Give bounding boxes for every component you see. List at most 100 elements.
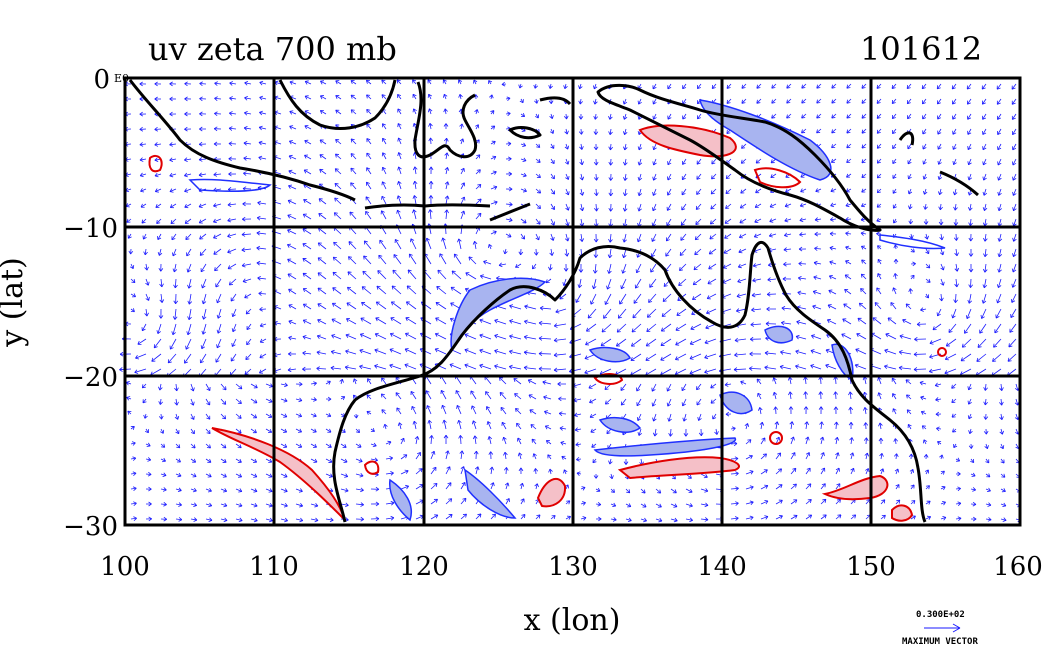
wind-vector [983,173,987,181]
wind-vector-head [981,100,986,105]
wind-vector [925,293,929,299]
wind-vector [922,98,927,105]
wind-vector-head [427,93,432,98]
wind-vector-head [405,332,410,337]
wind-vector [414,166,417,175]
wind-vector-head [632,314,637,319]
wind-vector-head [158,401,163,405]
wind-vector [545,425,552,430]
wind-vector [711,158,717,165]
wind-vector-head [622,115,628,120]
wind-vector [243,172,252,175]
wind-vector-head [283,413,288,418]
wind-vector [610,518,617,521]
wind-vector [607,278,612,290]
x-tick-label: 130 [548,552,598,582]
wind-vector-head [539,305,544,311]
wind-vector [799,218,807,221]
wind-vector-head [939,236,944,241]
wind-vector [676,308,687,316]
wind-vector-head [256,215,261,221]
wind-vector-head [435,317,440,322]
wind-vector-head [941,486,946,491]
wind-vector [295,398,303,401]
wind-vector-head [737,278,742,284]
wind-vector-head [375,501,380,507]
wind-vector-head [579,176,585,181]
wind-vector-head [576,471,581,476]
wind-vector-head [367,378,371,383]
wind-vector-head [651,207,657,212]
wind-vector-head [795,364,799,369]
wind-vector [241,248,252,251]
wind-vector [647,308,657,318]
wind-vector-head [711,84,716,89]
wind-vector [160,413,162,420]
wind-vector-head [544,410,548,415]
wind-vector-head [508,171,512,177]
wind-vector-head [443,93,448,98]
wind-vector-head [849,452,855,457]
wind-vector-head [749,366,753,371]
wind-vector-head [621,269,626,274]
wind-vector-head [846,159,851,164]
wind-vector [726,83,732,89]
wind-vector [955,248,958,256]
wind-vector-head [139,142,144,147]
wind-vector [549,263,552,271]
wind-vector [199,233,207,240]
wind-vector [745,470,754,475]
wind-vector-head [370,427,375,432]
wind-vector [968,383,972,391]
wind-vector-head [443,108,448,113]
wind-vector-head [906,100,911,105]
wind-vector-head [761,437,766,442]
wind-vector-head [464,348,469,353]
wind-vector [1011,83,1017,90]
wind-vector-head [689,370,694,375]
wind-vector-head [1011,131,1016,136]
wind-vector [126,381,132,385]
wind-vector [130,457,136,460]
wind-vector-head [749,500,754,506]
wind-vector-head [909,235,914,239]
wind-vector-head [479,363,484,369]
wind-vector-head [671,475,676,480]
wind-vector-head [550,221,555,226]
wind-vector-head [365,210,370,215]
wind-vector-head [688,488,693,494]
wind-vector-head [237,429,242,434]
wind-vector-head [564,237,570,242]
wind-vector-head [287,214,292,219]
wind-vector-head [357,443,362,448]
wind-vector-head [709,235,714,240]
wind-vector [175,518,182,521]
wind-vector [707,278,717,285]
wind-vector-head [922,115,927,120]
wind-vector [954,188,957,196]
wind-vector-head [997,161,1002,166]
wind-vector [159,383,162,391]
wind-vector [609,458,612,465]
wind-vector-head [258,291,263,296]
wind-vector [795,335,807,340]
wind-vector-head [159,429,165,434]
wind-vector-head [937,100,941,105]
wind-vector-head [365,196,370,201]
wind-vector-head [268,517,273,523]
wind-vector-head [968,430,973,435]
wind-vector-head [186,331,191,336]
wind-vector [365,211,372,220]
wind-vector [160,278,163,287]
wind-vector [550,203,555,210]
wind-vector [661,308,672,317]
wind-vector [287,200,297,205]
wind-vector [652,398,657,407]
wind-vector [230,293,237,302]
wind-vector [565,218,569,226]
wind-vector [640,518,647,522]
wind-vector [140,173,147,177]
wind-vector [484,376,492,385]
wind-vector-head [945,342,950,347]
wind-vector [382,152,387,160]
